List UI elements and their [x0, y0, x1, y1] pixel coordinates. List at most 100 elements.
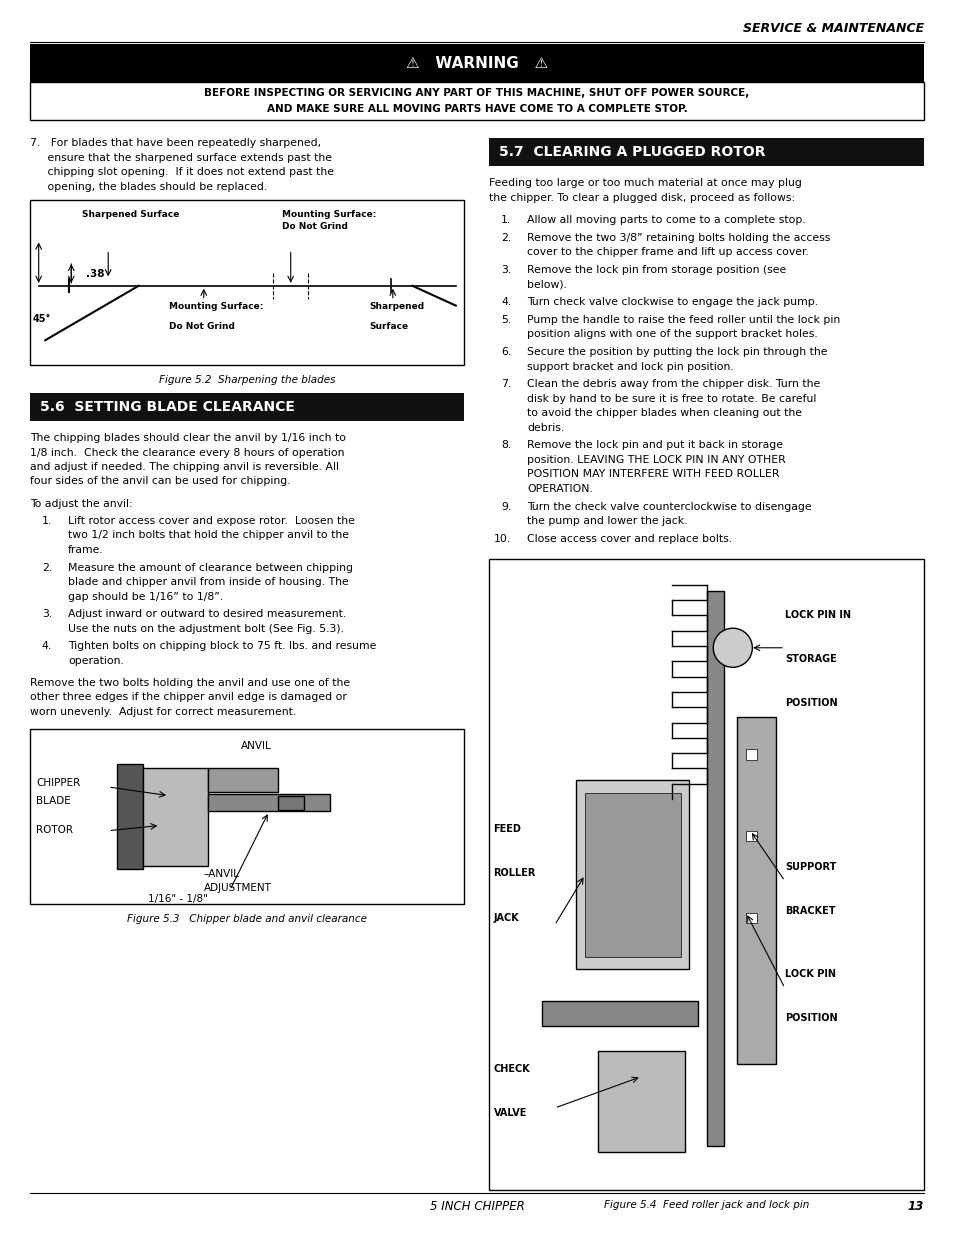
Text: 9.: 9.	[500, 501, 511, 511]
Text: 1.: 1.	[500, 215, 511, 225]
Text: ROTOR: ROTOR	[36, 825, 73, 835]
Text: Remove the two 3/8” retaining bolts holding the access: Remove the two 3/8” retaining bolts hold…	[527, 232, 830, 243]
Text: 7.   For blades that have been repeatedly sharpened,: 7. For blades that have been repeatedly …	[30, 138, 321, 148]
Text: ADJUSTMENT: ADJUSTMENT	[204, 883, 272, 893]
Text: gap should be 1/16” to 1/8”.: gap should be 1/16” to 1/8”.	[68, 592, 223, 601]
Text: Measure the amount of clearance between chipping: Measure the amount of clearance between …	[68, 563, 353, 573]
Text: 1/8 inch.  Check the clearance every 8 hours of operation: 1/8 inch. Check the clearance every 8 ho…	[30, 447, 344, 457]
Text: SUPPORT: SUPPORT	[784, 862, 836, 872]
Bar	[598, 1051, 684, 1152]
Text: Sharpened: Sharpened	[369, 303, 423, 311]
Text: four sides of the anvil can be used for chipping.: four sides of the anvil can be used for …	[30, 477, 291, 487]
Text: Feeding too large or too much material at once may plug: Feeding too large or too much material a…	[489, 178, 801, 188]
Text: LOCK PIN IN: LOCK PIN IN	[784, 610, 850, 620]
Text: 4.: 4.	[42, 641, 52, 652]
Text: Surface: Surface	[369, 322, 408, 331]
Text: and adjust if needed. The chipping anvil is reversible. All: and adjust if needed. The chipping anvil…	[30, 462, 338, 472]
Text: SERVICE & MAINTENANCE: SERVICE & MAINTENANCE	[742, 22, 923, 35]
Text: 5.7  CLEARING A PLUGGED ROTOR: 5.7 CLEARING A PLUGGED ROTOR	[499, 144, 765, 159]
Text: blade and chipper anvil from inside of housing. The: blade and chipper anvil from inside of h…	[68, 577, 349, 587]
Bar	[30, 200, 464, 366]
Text: BRACKET: BRACKET	[784, 906, 835, 916]
Text: BEFORE INSPECTING OR SERVICING ANY PART OF THIS MACHINE, SHUT OFF POWER SOURCE,: BEFORE INSPECTING OR SERVICING ANY PART …	[204, 89, 749, 99]
Bar	[576, 781, 689, 969]
Text: The chipping blades should clear the anvil by 1/16 inch to: The chipping blades should clear the anv…	[30, 433, 346, 443]
Bar	[30, 729, 464, 904]
Text: 13: 13	[907, 1200, 923, 1213]
Text: Remove the lock pin from storage position (see: Remove the lock pin from storage positio…	[527, 264, 786, 275]
Text: disk by hand to be sure it is free to rotate. Be careful: disk by hand to be sure it is free to ro…	[527, 394, 816, 404]
Bar	[117, 764, 143, 869]
Text: 6.: 6.	[500, 347, 511, 357]
Text: Figure 5.2  Sharpening the blades: Figure 5.2 Sharpening the blades	[159, 375, 335, 385]
Text: Lift rotor access cover and expose rotor.  Loosen the: Lift rotor access cover and expose rotor…	[68, 516, 355, 526]
Text: Mounting Surface:: Mounting Surface:	[169, 303, 263, 311]
Text: ensure that the sharpened surface extends past the: ensure that the sharpened surface extend…	[30, 152, 332, 163]
Text: 45°: 45°	[33, 314, 51, 324]
Text: Use the nuts on the adjustment bolt (See Fig. 5.3).: Use the nuts on the adjustment bolt (See…	[68, 624, 344, 634]
Text: Figure 5.3   Chipper blade and anvil clearance: Figure 5.3 Chipper blade and anvil clear…	[127, 914, 367, 924]
Text: OPERATION.: OPERATION.	[527, 484, 593, 494]
Bar	[737, 718, 776, 1063]
Text: Secure the position by putting the lock pin through the: Secure the position by putting the lock …	[527, 347, 827, 357]
Text: Close access cover and replace bolts.: Close access cover and replace bolts.	[527, 534, 732, 543]
Text: to avoid the chipper blades when cleaning out the: to avoid the chipper blades when cleanin…	[527, 409, 801, 419]
Circle shape	[713, 629, 752, 667]
Text: VALVE: VALVE	[493, 1108, 526, 1118]
Text: 8.: 8.	[500, 441, 511, 451]
Text: chipping slot opening.  If it does not extend past the: chipping slot opening. If it does not ex…	[30, 167, 334, 177]
Text: CHIPPER: CHIPPER	[36, 778, 80, 788]
Text: operation.: operation.	[68, 656, 124, 666]
Text: Tighten bolts on chipping block to 75 ft. lbs. and resume: Tighten bolts on chipping block to 75 ft…	[68, 641, 376, 652]
Text: worn unevenly.  Adjust for correct measurement.: worn unevenly. Adjust for correct measur…	[30, 706, 296, 716]
Text: the pump and lower the jack.: the pump and lower the jack.	[527, 516, 687, 526]
Bar	[208, 768, 277, 792]
Text: 10.: 10.	[494, 534, 511, 543]
Bar	[541, 1000, 698, 1026]
Text: opening, the blades should be replaced.: opening, the blades should be replaced.	[30, 182, 267, 191]
Text: Allow all moving parts to come to a complete stop.: Allow all moving parts to come to a comp…	[527, 215, 805, 225]
Text: support bracket and lock pin position.: support bracket and lock pin position.	[527, 362, 734, 372]
Text: 1.: 1.	[42, 516, 52, 526]
Text: Figure 5.4  Feed roller jack and lock pin: Figure 5.4 Feed roller jack and lock pin	[603, 1200, 808, 1210]
Text: AND MAKE SURE ALL MOVING PARTS HAVE COME TO A COMPLETE STOP.: AND MAKE SURE ALL MOVING PARTS HAVE COME…	[266, 104, 687, 114]
Text: the chipper. To clear a plugged disk, proceed as follows:: the chipper. To clear a plugged disk, pr…	[489, 193, 795, 203]
Text: Do Not Grind: Do Not Grind	[169, 322, 234, 331]
Text: Mounting Surface:: Mounting Surface:	[282, 210, 376, 219]
Text: position. LEAVING THE LOCK PIN IN ANY OTHER: position. LEAVING THE LOCK PIN IN ANY OT…	[527, 454, 785, 464]
Bar	[489, 138, 923, 165]
Text: cover to the chipper frame and lift up access cover.: cover to the chipper frame and lift up a…	[527, 247, 808, 257]
Text: JACK: JACK	[493, 913, 518, 923]
Bar	[489, 559, 923, 1191]
Text: LOCK PIN: LOCK PIN	[784, 969, 835, 979]
Text: –ANVIL: –ANVIL	[204, 869, 239, 879]
Text: two 1/2 inch bolts that hold the chipper anvil to the: two 1/2 inch bolts that hold the chipper…	[68, 530, 349, 541]
Text: Remove the two bolts holding the anvil and use one of the: Remove the two bolts holding the anvil a…	[30, 678, 350, 688]
Bar	[30, 44, 923, 82]
Text: STORAGE: STORAGE	[784, 655, 836, 664]
Text: To adjust the anvil:: To adjust the anvil:	[30, 499, 132, 509]
Text: POSITION: POSITION	[784, 698, 837, 708]
Text: 5.6  SETTING BLADE CLEARANCE: 5.6 SETTING BLADE CLEARANCE	[40, 400, 294, 414]
Text: other three edges if the chipper anvil edge is damaged or: other three edges if the chipper anvil e…	[30, 692, 347, 703]
Text: below).: below).	[527, 279, 567, 289]
Text: 7.: 7.	[500, 379, 511, 389]
Text: Sharpened Surface: Sharpened Surface	[82, 210, 179, 219]
Bar	[143, 768, 208, 866]
Text: Do Not Grind: Do Not Grind	[282, 222, 348, 231]
Text: BLADE: BLADE	[36, 795, 71, 805]
Text: Pump the handle to raise the feed roller until the lock pin: Pump the handle to raise the feed roller…	[527, 315, 840, 325]
Text: CHECK: CHECK	[493, 1063, 530, 1074]
Bar	[706, 592, 723, 1146]
Text: Turn the check valve counterclockwise to disengage: Turn the check valve counterclockwise to…	[527, 501, 811, 511]
Text: 2.: 2.	[500, 232, 511, 243]
Text: 2.: 2.	[42, 563, 52, 573]
Text: ANVIL: ANVIL	[240, 741, 271, 751]
Text: 5.: 5.	[500, 315, 511, 325]
Bar	[745, 748, 756, 760]
Bar	[277, 795, 303, 810]
Text: debris.: debris.	[527, 422, 564, 432]
Text: .38: .38	[87, 269, 105, 279]
Text: Turn check valve clockwise to engage the jack pump.: Turn check valve clockwise to engage the…	[527, 298, 818, 308]
Text: POSITION: POSITION	[784, 1014, 837, 1024]
